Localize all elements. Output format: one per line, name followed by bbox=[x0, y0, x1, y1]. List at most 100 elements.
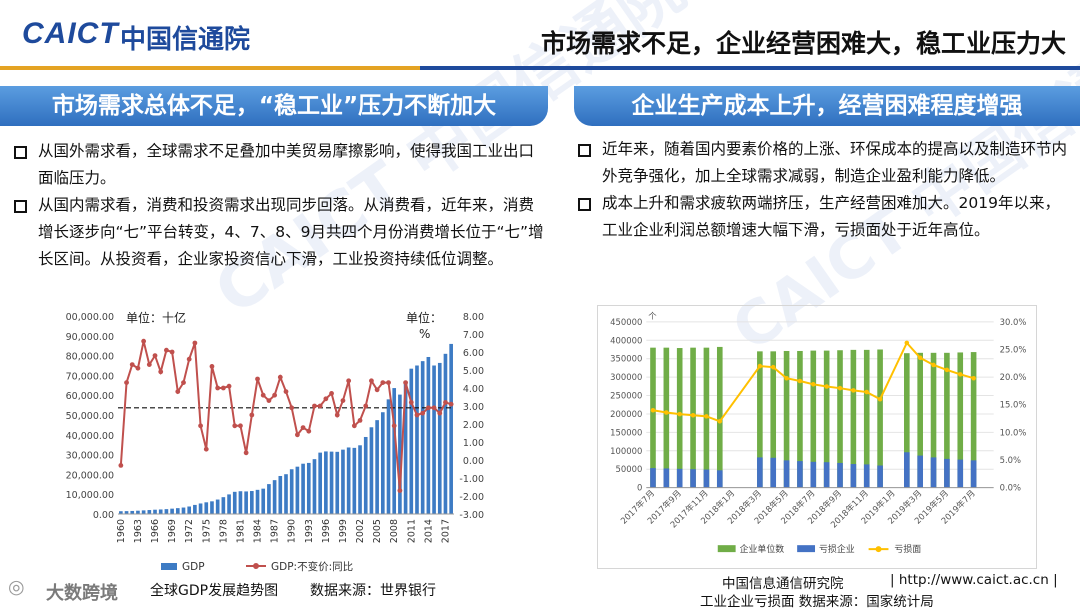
gdp-bar bbox=[398, 394, 402, 514]
x-axis-tick-label: 2017 bbox=[440, 519, 451, 543]
enterprise-count-bar bbox=[823, 350, 830, 488]
left-axis-tick-label: 0.00 bbox=[93, 510, 114, 521]
gdp-growth-point bbox=[437, 410, 443, 416]
gdp-growth-point bbox=[215, 385, 221, 391]
gdp-growth-point bbox=[391, 423, 397, 429]
gdp-growth-point bbox=[351, 423, 357, 429]
right-bullet-list: 近年来，随着国内要素价格的上涨、环保成本的提高以及制造环节内外竞争强化，加上全球… bbox=[572, 136, 1072, 244]
enterprise-count-bar bbox=[837, 350, 843, 488]
loss-enterprise-bar bbox=[690, 469, 696, 488]
right-axis-tick-label: 6.00 bbox=[463, 348, 484, 359]
gdp-bar bbox=[204, 502, 209, 514]
x-axis-tick-label: 2002 bbox=[355, 519, 366, 543]
left-axis-tick-label: 80,000.00 bbox=[66, 352, 114, 363]
gdp-bar bbox=[284, 474, 288, 514]
loss-ratio-point bbox=[677, 411, 682, 417]
gdp-bar bbox=[392, 388, 397, 514]
logo-chinese-name: 中国信通院 bbox=[120, 25, 251, 55]
gdp-bar bbox=[358, 445, 362, 514]
gdp-growth-point bbox=[431, 405, 437, 411]
header-divider bbox=[0, 66, 1080, 70]
gdp-bar bbox=[386, 399, 391, 514]
right-axis-tick-label: 5.0% bbox=[1000, 455, 1021, 465]
gdp-growth-point bbox=[129, 362, 135, 367]
x-axis-tick-label: 2005 bbox=[372, 519, 383, 543]
gdp-growth-point bbox=[380, 380, 386, 385]
x-axis-tick-label: 1960 bbox=[116, 519, 127, 543]
loss-enterprise-bar bbox=[823, 462, 830, 488]
enterprise-count-bar bbox=[850, 349, 857, 488]
gdp-growth-point bbox=[294, 432, 300, 438]
gdp-bar bbox=[415, 365, 419, 514]
loss-enterprise-bar bbox=[837, 462, 843, 488]
right-axis-tick-label: -3.00 bbox=[459, 510, 484, 521]
enterprise-count-bar bbox=[944, 352, 950, 488]
loss-enterprise-bar bbox=[863, 464, 870, 488]
gdp-bar bbox=[369, 427, 374, 514]
loss-enterprise-bar bbox=[917, 455, 923, 488]
x-axis-tick-label: 1993 bbox=[304, 519, 315, 543]
right-axis-tick-label: 0.0% bbox=[1000, 483, 1021, 493]
loss-ratio-point bbox=[917, 355, 923, 361]
gdp-growth-point bbox=[397, 488, 403, 493]
gdp-growth-point bbox=[334, 412, 340, 418]
x-axis-tick-label: 1969 bbox=[167, 519, 178, 543]
loss-enterprise-bar bbox=[957, 459, 964, 488]
legend-label-ratio: 亏损面 bbox=[894, 543, 921, 555]
left-axis-tick-label: 90,000.00 bbox=[66, 332, 114, 343]
gdp-growth-point bbox=[386, 380, 391, 385]
gdp-bar bbox=[301, 463, 305, 514]
right-axis-tick-label: 10.0% bbox=[1000, 427, 1027, 437]
gdp-bar bbox=[170, 508, 174, 514]
loss-ratio-point bbox=[650, 407, 656, 413]
legend-label-enterprise: 企业单位数 bbox=[740, 543, 785, 555]
right-axis-tick-label: 15.0% bbox=[1000, 400, 1027, 410]
enterprise-count-bar bbox=[970, 352, 977, 488]
gdp-bar bbox=[341, 449, 345, 514]
gdp-growth-point bbox=[152, 353, 158, 358]
gdp-growth-point bbox=[164, 347, 169, 353]
gdp-growth-point bbox=[135, 365, 141, 371]
legend-marker-growth bbox=[253, 563, 259, 569]
gdp-growth-point bbox=[414, 412, 420, 418]
enterprise-count-bar bbox=[716, 346, 723, 488]
industrial-loss-chart: 0 50000 100000 150000 200000 250000 300000 3500… bbox=[597, 305, 1037, 569]
loss-enterprise-bar bbox=[850, 464, 857, 488]
gdp-bar bbox=[437, 362, 442, 514]
enterprise-count-bar bbox=[650, 347, 656, 488]
left-axis-tick-label: 30,000.00 bbox=[66, 451, 114, 462]
right-axis-tick-label: 4.00 bbox=[463, 384, 484, 395]
gdp-bar bbox=[119, 511, 123, 514]
gdp-bar bbox=[181, 507, 186, 514]
x-axis-tick-label: 1972 bbox=[184, 519, 195, 543]
gdp-bar bbox=[403, 383, 408, 514]
gdp-bar bbox=[175, 508, 180, 514]
gdp-bar bbox=[164, 509, 169, 514]
gdp-bar bbox=[426, 356, 431, 514]
gdp-bar bbox=[312, 459, 317, 514]
legend-swatch-enterprise bbox=[717, 545, 736, 553]
left-axis-tick-label: 100,000.00 bbox=[66, 312, 114, 323]
right-axis-tick-label: 1.00 bbox=[463, 438, 484, 449]
footer-url[interactable]: | http://www.caict.ac.cn | bbox=[890, 572, 1058, 588]
left-axis-tick-label: 40,000.00 bbox=[66, 431, 114, 442]
right-bullet-2: 成本上升和需求疲软两端挤压，生产经营困难加大。2019年以来，工业企业利润总额增… bbox=[572, 190, 1072, 244]
legend-label-growth: GDP:不变价:同比 bbox=[271, 560, 353, 573]
enterprise-count-bar bbox=[917, 352, 923, 488]
enterprise-count-bar bbox=[663, 347, 670, 488]
left-axis-unit: 单位：十亿 bbox=[126, 310, 186, 325]
enterprise-count-bar bbox=[810, 350, 817, 488]
left-axis-tick-label: 350000 bbox=[610, 354, 642, 364]
header-divider-accent bbox=[0, 66, 420, 70]
loss-enterprise-bar bbox=[770, 457, 777, 488]
loss-ratio-point bbox=[957, 372, 963, 377]
gdp-bar bbox=[255, 489, 260, 514]
gdp-growth-point bbox=[255, 376, 260, 382]
gdp-bar bbox=[329, 451, 334, 514]
brand-logo-icon: ◎ bbox=[8, 576, 25, 598]
loss-ratio-point bbox=[770, 364, 776, 370]
loss-enterprise-bar bbox=[783, 460, 790, 488]
gdp-growth-point bbox=[141, 338, 147, 344]
x-axis-tick-label: 1963 bbox=[133, 519, 144, 543]
loss-enterprise-bar bbox=[944, 458, 950, 488]
